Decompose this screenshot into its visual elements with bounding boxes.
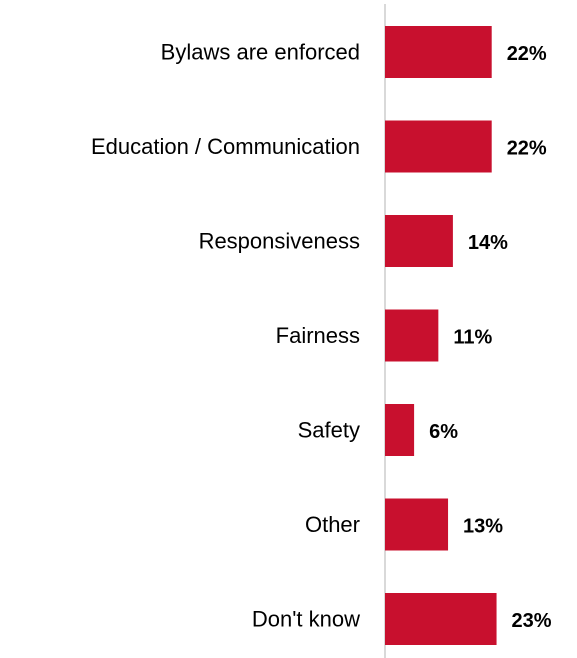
- value-label: 22%: [507, 43, 547, 65]
- bar-row: Responsiveness 14%: [199, 215, 508, 267]
- value-label: 6%: [429, 421, 458, 443]
- category-label: Responsiveness: [199, 229, 360, 254]
- bar-row: Fairness 11%: [276, 309, 492, 362]
- bar: [385, 593, 497, 645]
- value-label: 13%: [463, 516, 503, 538]
- value-label: 22%: [507, 138, 547, 160]
- bar: [385, 498, 449, 551]
- category-label: Other: [305, 512, 360, 537]
- bar: [385, 120, 492, 173]
- bar-row: Don't know 23%: [252, 593, 552, 645]
- category-label: Don't know: [252, 607, 360, 632]
- category-label: Education / Communication: [91, 134, 360, 159]
- bar-row: Education / Communication 22%: [91, 120, 547, 173]
- bar-row: Other 13%: [305, 498, 503, 551]
- bar-row: Safety 6%: [298, 404, 458, 456]
- bar: [385, 26, 492, 78]
- bar: [385, 404, 415, 456]
- value-label: 23%: [512, 610, 552, 632]
- bar: [385, 215, 453, 267]
- category-label: Safety: [298, 418, 360, 443]
- category-label: Bylaws are enforced: [161, 40, 360, 65]
- category-label: Fairness: [276, 323, 360, 348]
- bar: [385, 309, 439, 362]
- bar-row: Bylaws are enforced 22%: [161, 26, 547, 78]
- value-label: 11%: [453, 327, 492, 349]
- bars-layer: Bylaws are enforced 22%Education / Commun…: [91, 26, 552, 645]
- value-label: 14%: [468, 232, 508, 254]
